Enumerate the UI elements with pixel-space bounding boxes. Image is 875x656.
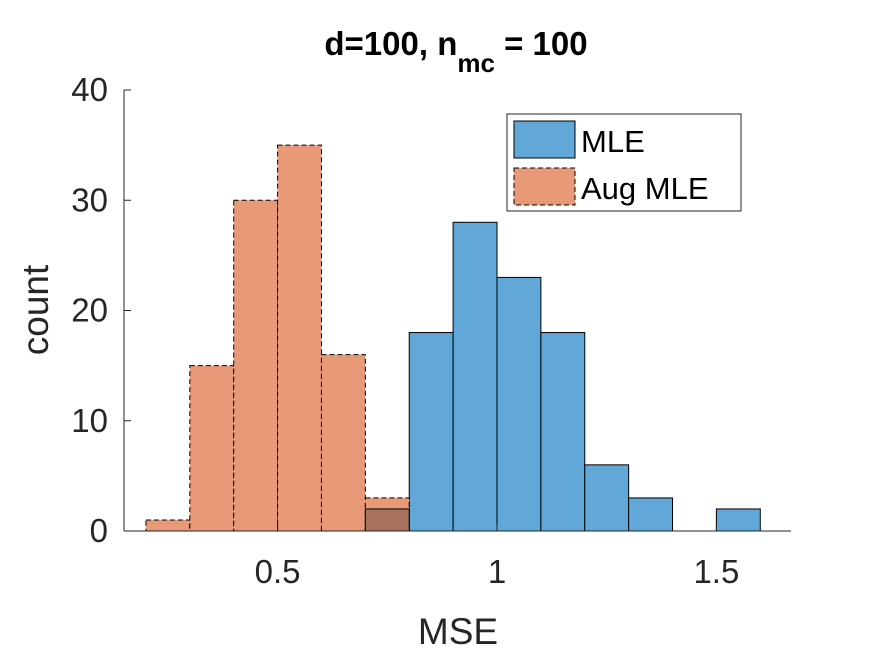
bar-overlap-0	[364, 508, 410, 532]
series-mle-bars	[364, 221, 761, 532]
bar-mle-6	[628, 497, 674, 532]
bar-mle-4	[540, 332, 586, 532]
series-aug-mle-bars	[145, 144, 410, 532]
y-axis-label: count	[15, 264, 56, 355]
bar-aug-mle-1	[189, 365, 235, 532]
chart-title: d=100, nmc = 100	[324, 25, 587, 78]
legend-swatch-aug-mle	[513, 167, 576, 206]
x-ticks: 0.5 1 1.5	[255, 524, 739, 590]
y-tick-label-0: 0	[90, 512, 108, 549]
bar-aug-mle-4	[320, 354, 366, 532]
x-tick-label-2: 1.5	[693, 553, 739, 590]
bar-mle-3	[496, 276, 542, 532]
bar-aug-mle-3	[277, 144, 322, 532]
legend-label-aug-mle: Aug MLE	[581, 171, 709, 206]
x-tick-label-0: 0.5	[255, 553, 301, 590]
legend: MLE Aug MLE	[506, 113, 742, 212]
x-tick-label-1: 1	[488, 553, 506, 590]
bar-mle-8	[715, 508, 761, 532]
bar-aug-mle-2	[233, 199, 279, 532]
bar-mle-1	[408, 332, 454, 532]
bar-mle-5	[584, 464, 630, 532]
x-axis-label: MSE	[418, 611, 498, 652]
chart-title-subscript: mc	[457, 48, 495, 78]
chart-title-main: d=100, n	[324, 25, 457, 62]
y-tick-label-4: 40	[71, 71, 108, 108]
y-tick-label-3: 30	[71, 181, 108, 218]
bar-aug-mle-0	[145, 519, 191, 532]
chart-title-suffix: = 100	[495, 25, 588, 62]
y-tick-label-1: 10	[71, 402, 108, 439]
y-ticks: 0 10 20 30 40	[71, 71, 131, 549]
overlap-bars	[364, 508, 410, 532]
bar-mle-2	[452, 221, 498, 532]
legend-label-mle: MLE	[581, 124, 645, 159]
legend-swatch-mle	[513, 120, 576, 159]
y-tick-label-2: 20	[71, 292, 108, 329]
